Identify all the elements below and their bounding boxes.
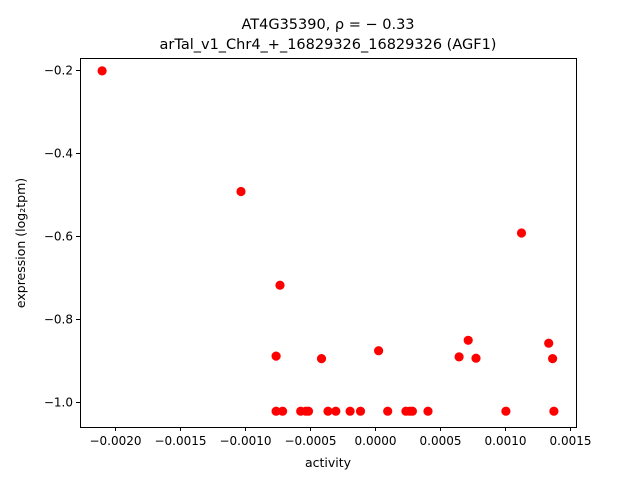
y-tick-label: −1.0 [44, 396, 73, 410]
y-tick-label: −0.8 [44, 313, 73, 327]
data-point [548, 354, 558, 364]
data-point [316, 354, 327, 364]
data-points [97, 66, 559, 416]
data-point [303, 406, 314, 416]
data-point [463, 335, 473, 345]
data-point [383, 406, 393, 416]
data-point [323, 406, 333, 416]
x-tick-label: 0.0015 [550, 434, 592, 448]
y-axis-ticks: −0.2 −0.4 −0.6 −0.8 −1.0 [44, 64, 80, 410]
data-point [454, 352, 464, 362]
data-point [407, 406, 417, 416]
x-tick-label: −0.0005 [284, 434, 336, 448]
data-point [471, 353, 481, 363]
data-point [331, 406, 341, 416]
y-tick-label: −0.6 [44, 230, 73, 244]
y-tick-label: −0.2 [44, 64, 73, 78]
y-tick-label: −0.4 [44, 147, 73, 161]
x-axis-label: activity [305, 455, 352, 470]
plot-area [80, 58, 576, 427]
data-point [516, 228, 527, 238]
x-tick-label: −0.0020 [89, 434, 141, 448]
data-point [236, 186, 246, 197]
data-point [501, 406, 511, 416]
y-axis-label: expression (log₂tpm) [13, 178, 28, 308]
x-tick-label: −0.0015 [154, 434, 206, 448]
data-point [275, 280, 285, 290]
x-tick-label: −0.0010 [219, 434, 271, 448]
data-point [345, 406, 355, 416]
chart-title-line1: AT4G35390, ρ = − 0.33 [241, 17, 414, 33]
data-point [549, 406, 559, 416]
data-point [97, 66, 107, 76]
plot-frame [80, 58, 577, 428]
x-tick-label: 0.0010 [485, 434, 527, 448]
data-point [271, 406, 281, 416]
chart-title-line2: arTal_v1_Chr4_+_16829326_16829326 (AGF1) [160, 37, 497, 53]
data-point [271, 351, 281, 361]
x-axis-ticks: −0.0020 −0.0015 −0.0010 −0.0005 0.0000 0.0005… [89, 427, 592, 448]
data-point [423, 406, 433, 416]
x-tick-label: 0.0005 [420, 434, 462, 448]
x-tick-label: 0.0000 [355, 434, 397, 448]
data-point [544, 338, 554, 348]
plot-background [80, 58, 576, 427]
data-point [278, 406, 288, 416]
data-point [374, 346, 384, 356]
data-point [355, 406, 366, 416]
